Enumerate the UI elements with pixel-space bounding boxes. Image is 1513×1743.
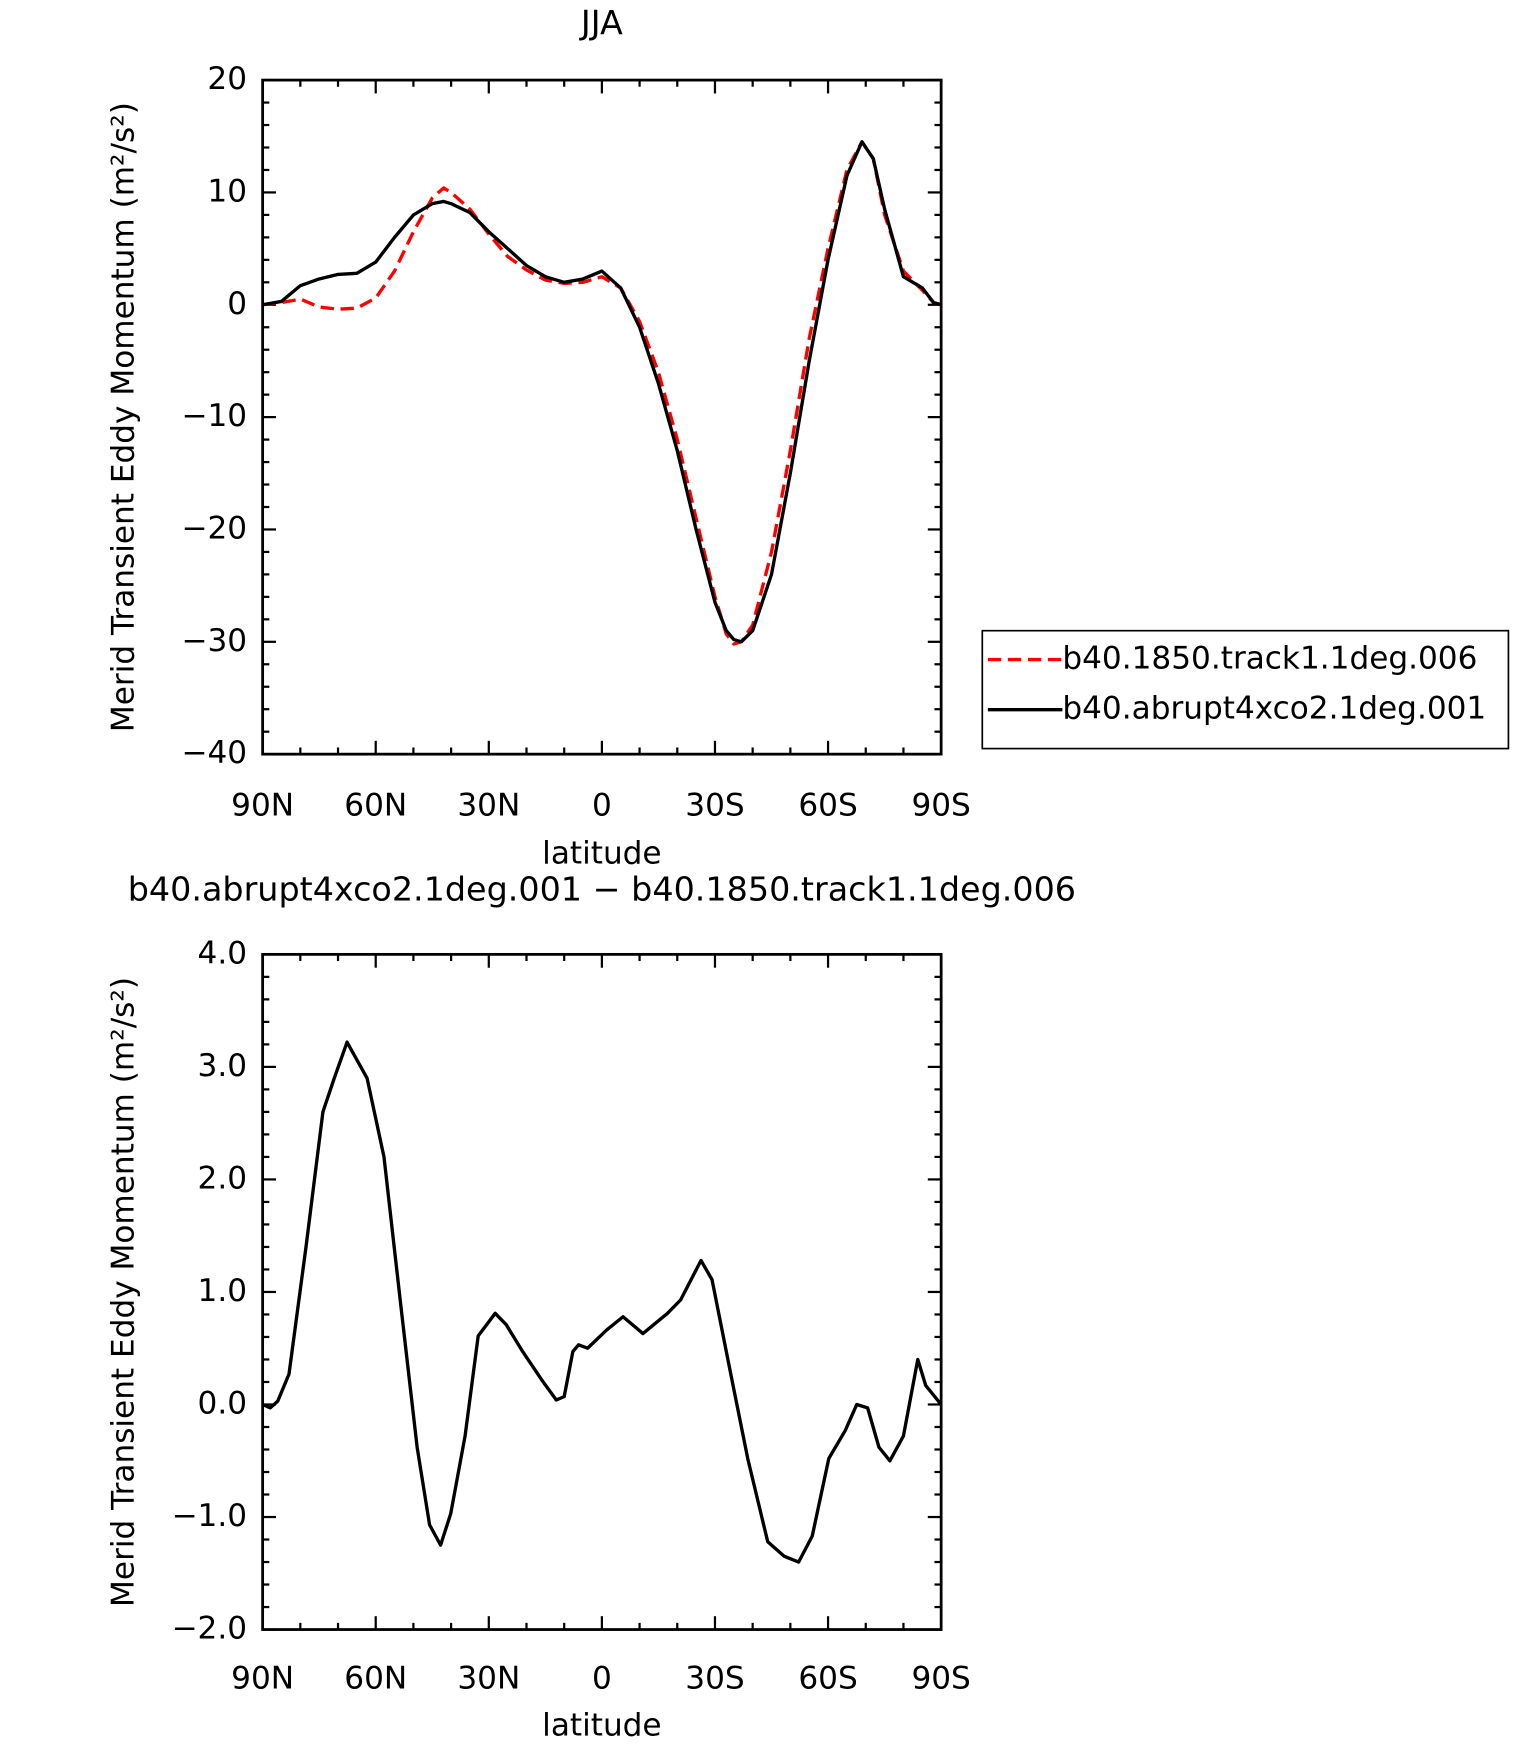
x-tick-label: 0 (592, 787, 612, 823)
x-tick-label: 90N (231, 1661, 294, 1697)
x-tick-label: 60N (344, 1661, 407, 1697)
data-line (262, 140, 942, 646)
y-tick-label: −2.0 (171, 1611, 247, 1647)
y-tick-label: 10 (207, 173, 247, 209)
y-tick-label: 1.0 (198, 1273, 248, 1309)
legend-label: b40.1850.track1.1deg.006 (1062, 641, 1477, 677)
chart-title: b40.abrupt4xco2.1deg.001 − b40.1850.trac… (128, 869, 1076, 908)
x-axis-label: latitude (542, 1707, 661, 1743)
y-tick-label: −20 (181, 510, 247, 546)
y-tick-label: −10 (181, 398, 247, 434)
y-tick-label: −30 (181, 623, 247, 659)
y-tick-label: 3.0 (198, 1048, 248, 1084)
data-line (262, 140, 942, 644)
x-tick-label: 60S (798, 787, 857, 823)
x-tick-label: 60S (798, 1661, 857, 1697)
y-tick-label: −1.0 (171, 1498, 247, 1534)
y-tick-label: 0.0 (198, 1385, 248, 1421)
x-tick-label: 90N (231, 787, 294, 823)
x-tick-label: 30N (457, 1661, 520, 1697)
plot-frame (261, 78, 943, 756)
x-tick-label: 30S (685, 787, 744, 823)
x-tick-label: 90S (911, 1661, 970, 1697)
x-tick-label: 0 (592, 1661, 612, 1697)
y-tick-label: 0 (227, 286, 247, 322)
x-axis-label: latitude (542, 835, 661, 871)
y-tick-label: 2.0 (198, 1160, 248, 1196)
y-axis-label: Merid Transient Eddy Momentum (m²/s²) (106, 977, 142, 1607)
x-tick-label: 90S (911, 787, 970, 823)
x-tick-label: 30S (685, 1661, 744, 1697)
y-tick-label: 20 (207, 61, 247, 97)
y-tick-label: −40 (181, 735, 247, 771)
y-tick-label: 4.0 (198, 935, 248, 971)
legend-box (981, 629, 1510, 750)
y-axis-label: Merid Transient Eddy Momentum (m²/s²) (106, 102, 142, 732)
chart-title: JJA (579, 3, 623, 42)
x-tick-label: 60N (344, 787, 407, 823)
legend-label: b40.abrupt4xco2.1deg.001 (1062, 691, 1486, 727)
x-tick-label: 30N (457, 787, 520, 823)
plot-frame (261, 952, 943, 1631)
data-line (261, 1040, 943, 1564)
